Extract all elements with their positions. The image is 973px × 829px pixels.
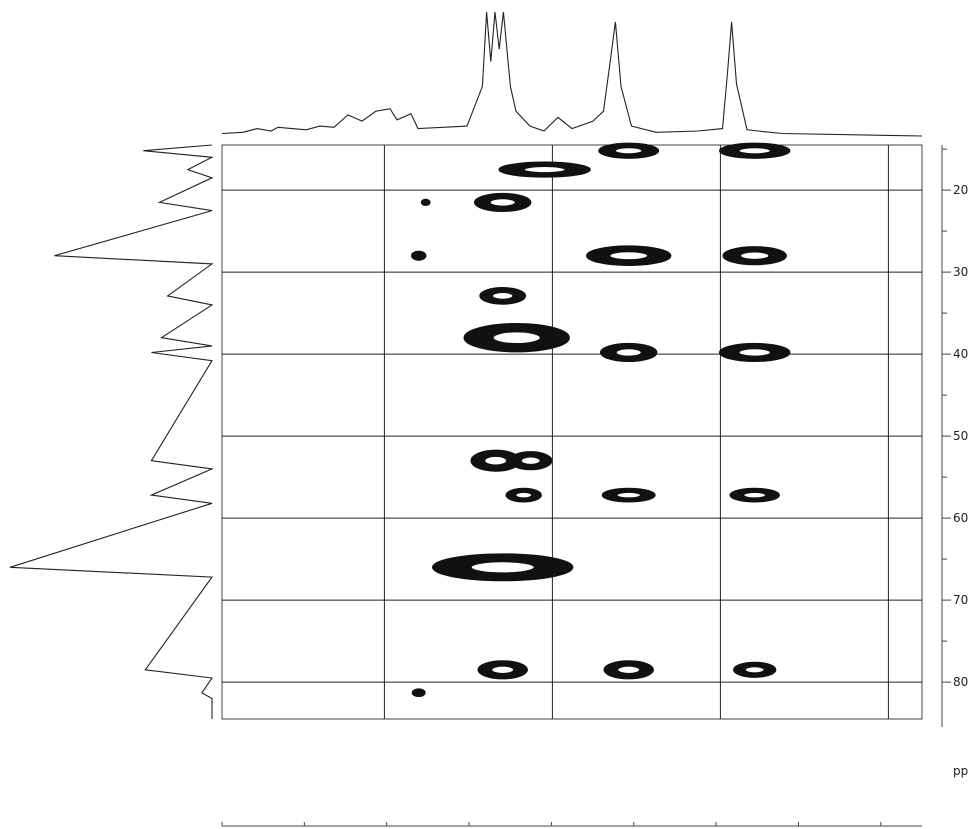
cross-peak [477, 660, 528, 680]
cross-peak-inner [738, 147, 772, 155]
y-unit-label: pp [953, 764, 968, 778]
y-tick-label: 50 [953, 429, 968, 443]
cross-peak-inner [617, 665, 641, 675]
cross-peak [470, 449, 521, 472]
cross-peak-inner [484, 455, 508, 466]
cross-peak-inner [743, 491, 767, 499]
cross-peak [586, 245, 672, 266]
cross-peak-inner [470, 561, 535, 574]
left-projection-trace [9, 144, 215, 719]
cross-peak-inner [515, 491, 533, 499]
cross-peak [505, 487, 542, 503]
y-tick-label: 70 [953, 593, 968, 607]
cross-peak-inner [520, 456, 541, 465]
cross-peak-inner [491, 665, 515, 675]
cross-peak [479, 287, 527, 305]
cross-peak [463, 322, 570, 353]
cross-peak [432, 553, 574, 582]
top-projection-trace [221, 11, 923, 137]
cross-peak-inner [744, 666, 765, 674]
cross-peak-inner [739, 251, 770, 260]
cross-peak [420, 198, 431, 207]
y-tick-label: 80 [953, 675, 968, 689]
cross-peak [603, 660, 654, 680]
cross-peak-outer [411, 250, 427, 261]
cross-peak [411, 250, 427, 261]
y-tick-label: 20 [953, 183, 968, 197]
cross-peak-inner [738, 348, 772, 357]
cross-peak-inner [492, 331, 541, 345]
cross-peak-outer [411, 688, 426, 698]
cross-peak [498, 161, 591, 178]
left-projection [9, 144, 215, 719]
y-tick-label: 60 [953, 511, 968, 525]
cross-peak [598, 142, 660, 159]
cross-peak-outer [420, 198, 431, 207]
cross-peak-inner [615, 348, 642, 357]
cross-peak-inner [491, 291, 514, 300]
cross-peak [729, 487, 780, 503]
grid [221, 144, 923, 720]
cross-peak [474, 192, 532, 212]
top-projection [221, 11, 923, 137]
cross-peak [722, 246, 787, 266]
cross-peak [733, 661, 777, 678]
cross-peaks [411, 142, 791, 698]
cross-peak-inner [614, 147, 643, 155]
cross-peak [411, 688, 426, 698]
cross-peak-inner [523, 165, 566, 174]
y-tick-label: 30 [953, 265, 968, 279]
y-tick-label: 40 [953, 347, 968, 361]
cross-peak [600, 342, 658, 363]
cross-peak-inner [609, 251, 649, 261]
y-axis: pp 20 30 40 50 60 70 80 [221, 145, 968, 827]
plot-frame [221, 144, 923, 720]
cross-peak-inner [489, 198, 516, 207]
cross-peak [601, 487, 656, 503]
cross-peak-inner [616, 491, 642, 499]
cross-peak [719, 142, 791, 159]
cross-peak [719, 342, 791, 363]
cross-peak [509, 451, 553, 471]
